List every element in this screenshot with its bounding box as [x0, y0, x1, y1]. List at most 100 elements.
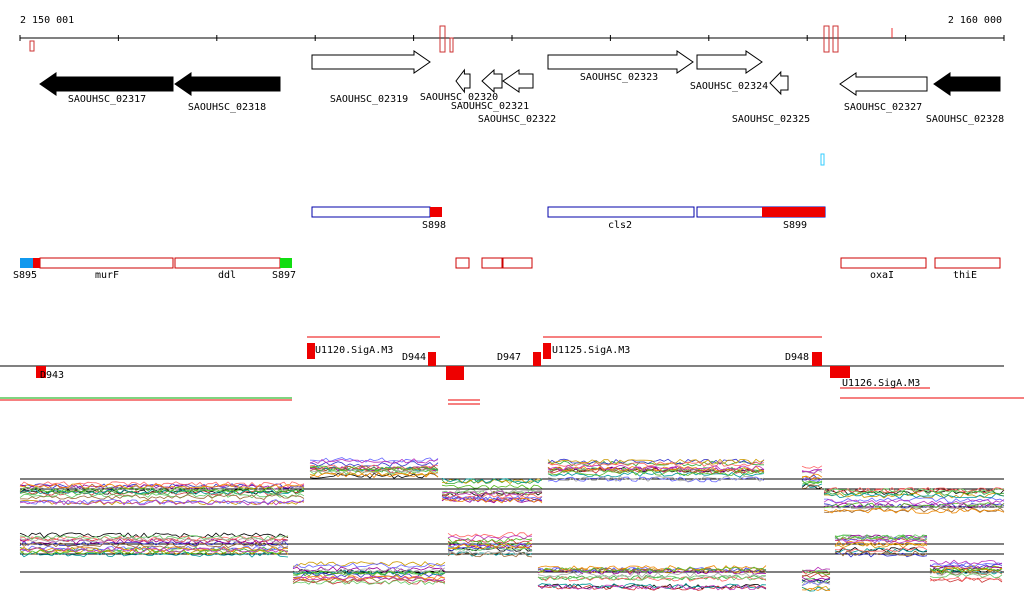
feature-label: oxaI — [870, 270, 894, 281]
expression-line — [834, 547, 928, 553]
expression-line — [801, 587, 831, 591]
expression-line — [309, 468, 439, 475]
promoter-mark — [533, 352, 541, 366]
expression-line — [823, 499, 1005, 505]
expression-line — [547, 458, 765, 465]
gene-arrow — [174, 72, 281, 96]
promoter-label: D947 — [497, 352, 521, 363]
expression-line — [929, 567, 1003, 573]
expression-line — [447, 537, 533, 544]
ruler-feature — [29, 40, 35, 52]
expression-line — [929, 573, 1003, 579]
expression-line — [19, 548, 289, 555]
gene-label: SAOUHSC_02319 — [330, 94, 408, 105]
promoter-label: D944 — [402, 352, 426, 363]
gene-label: SAOUHSC_02321 — [451, 101, 529, 112]
gene-label: SAOUHSC_02323 — [580, 72, 658, 83]
promoter-label: D943 — [40, 370, 64, 381]
expression-line — [292, 567, 446, 573]
expression-line — [801, 474, 823, 481]
expression-line — [292, 562, 446, 569]
expression-line — [547, 465, 765, 472]
expression-line — [801, 585, 831, 592]
gene-label: SAOUHSC_02320 — [420, 92, 498, 103]
expression-line — [801, 569, 831, 576]
expression-line — [801, 483, 823, 490]
expression-line — [834, 538, 928, 545]
promoter-mark — [830, 366, 850, 378]
expression-line — [834, 542, 928, 549]
promoter-mark — [446, 366, 464, 380]
gene-label: SAOUHSC_02318 — [188, 102, 266, 113]
expression-line — [929, 561, 1003, 568]
expression-line — [292, 570, 446, 577]
feature-fill — [430, 207, 442, 217]
gene-label: SAOUHSC_02317 — [68, 94, 146, 105]
promoter-mark — [428, 352, 436, 366]
expression-line — [447, 542, 533, 549]
expression-line — [929, 567, 1003, 574]
expression-line — [309, 465, 439, 472]
feature-box — [39, 257, 174, 269]
expression-line — [823, 493, 1005, 499]
expression-line — [801, 477, 823, 482]
expression-line — [537, 582, 767, 589]
gene-arrow — [547, 50, 694, 74]
expression-line — [19, 549, 289, 556]
expression-line — [441, 490, 543, 497]
expression-line — [441, 497, 543, 504]
promoter-label: U1125.SigA.M3 — [552, 345, 630, 356]
expression-line — [19, 540, 289, 547]
gene-arrow — [502, 69, 534, 93]
expression-line — [292, 569, 446, 576]
expression-line — [834, 550, 928, 557]
expression-line — [19, 542, 289, 549]
expression-line — [824, 502, 1005, 508]
expression-line — [292, 561, 446, 567]
expression-line — [801, 473, 823, 479]
expression-line — [447, 546, 533, 552]
feature-label: S895 — [13, 270, 37, 281]
expression-line — [447, 532, 533, 538]
gene-arrow — [696, 50, 763, 74]
expression-line — [823, 507, 1005, 514]
expression-line — [834, 536, 928, 542]
expression-line — [823, 502, 1005, 509]
gene-arrow — [311, 50, 431, 74]
marker — [820, 153, 825, 166]
expression-line — [309, 472, 439, 479]
expression-line — [801, 569, 831, 574]
expression-line — [309, 458, 439, 464]
gene-label: SAOUHSC_02325 — [732, 114, 810, 125]
expression-line — [823, 486, 1005, 493]
expression-line — [441, 488, 543, 495]
expression-line — [309, 465, 439, 472]
ruler-feature — [823, 25, 830, 53]
gene-arrow — [39, 72, 174, 96]
expression-line — [19, 551, 289, 558]
gene-arrow — [933, 72, 1001, 96]
ruler-start: 2 150 001 — [20, 15, 74, 26]
expression-line — [309, 465, 439, 472]
expression-line — [929, 567, 1003, 574]
feature-fill — [33, 258, 40, 268]
expression-line — [447, 545, 533, 552]
ruler-feature — [449, 37, 454, 53]
feature-fill — [762, 207, 825, 217]
promoter-mark — [36, 366, 46, 378]
feature-fill — [280, 258, 292, 268]
expression-line — [19, 537, 289, 543]
expression-line — [19, 538, 289, 545]
gene-arrow — [839, 72, 928, 96]
feature-label: thiE — [953, 270, 977, 281]
expression-line — [823, 487, 1005, 494]
expression-line — [801, 580, 831, 587]
feature-label: S898 — [422, 220, 446, 231]
expression-line — [309, 472, 439, 479]
expression-line — [929, 577, 1003, 583]
expression-line — [441, 489, 543, 495]
gene-arrow — [455, 68, 471, 94]
expression-line — [801, 566, 831, 572]
expression-line — [801, 469, 823, 475]
